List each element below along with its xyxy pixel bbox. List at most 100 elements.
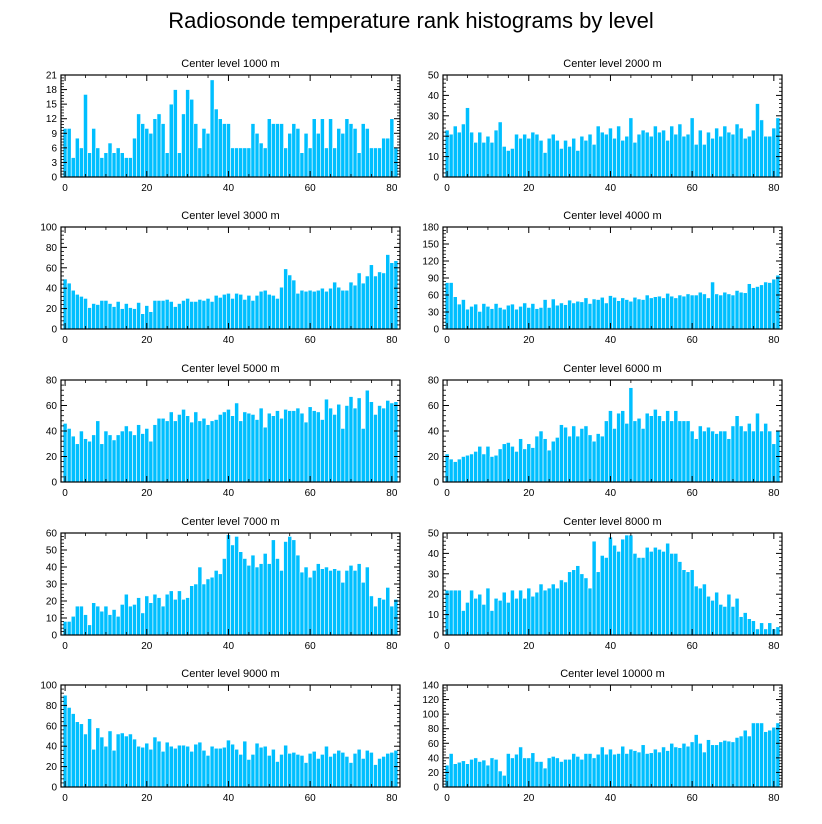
x-tick-label: 0 [444,183,450,194]
bar [653,546,658,636]
bar [360,758,366,788]
bar [734,415,740,483]
bar [209,420,215,483]
bar [344,405,350,483]
bar [352,128,358,178]
bar [522,133,528,178]
bar [644,294,650,330]
bar [571,137,577,178]
bar [587,753,593,788]
bar [226,409,231,483]
bar [608,127,613,178]
bar [595,299,601,330]
x-tick-label: 0 [62,335,68,346]
bar [193,123,199,178]
bar [751,129,756,178]
bar [518,438,523,483]
bar [75,443,80,483]
y-tick-label: 40 [46,742,58,753]
bar [738,425,744,483]
bar [271,539,276,636]
bar [111,306,117,330]
bar [381,756,386,788]
bar [604,420,609,483]
bar [763,135,768,178]
panel-7: Center level 7000 m 0 20 40 60 80 0 10 20 30 40 50 6… [46,516,401,652]
bar [620,139,626,178]
bar [714,744,719,788]
bar [579,301,585,330]
bar [706,297,711,330]
bar [595,125,601,178]
bar [140,313,146,330]
bar [477,131,483,178]
bar [369,147,374,178]
bar [697,587,703,636]
bar [217,573,223,636]
bar [91,434,97,483]
bar [497,448,503,483]
bar [604,753,609,788]
bar [481,453,487,483]
bar [213,295,219,330]
bar [493,129,499,178]
bar [567,299,572,330]
bar [336,128,342,178]
bar [115,147,121,178]
bar [144,428,150,483]
bar [648,135,654,178]
bar [242,740,248,788]
y-tick-label: 40 [46,427,58,438]
bar [697,129,703,178]
bar [751,430,756,483]
panel-2: Center level 2000 m 0 20 40 60 80 0 10 20 30 40 50 [428,58,783,194]
bar [546,587,552,636]
bar [279,417,284,483]
bar [389,262,395,330]
plot-frame [442,684,783,788]
bar [767,135,773,178]
x-tick-label: 20 [141,793,153,804]
bar [534,133,540,178]
bar [385,137,391,178]
bar [648,415,654,483]
bar [771,127,777,178]
bar [546,757,552,788]
bar [148,132,154,178]
bar [685,133,691,178]
bar [209,79,215,178]
bar [295,554,301,636]
bar [563,581,568,636]
bar [307,576,313,636]
bar [124,425,129,483]
x-tick-label: 60 [687,488,699,499]
bar [205,132,211,178]
bar [279,570,284,636]
bar [624,753,630,788]
x-tick-label: 40 [223,488,235,499]
bar [336,403,342,483]
bar [506,442,511,483]
bar [514,133,519,178]
bar [303,762,309,788]
bar [275,298,280,330]
bar [452,461,458,483]
bar [291,410,297,483]
bar [706,739,711,788]
bar [669,742,675,788]
bar [132,308,137,330]
bar [591,144,597,178]
bar [83,298,88,330]
bar [315,758,321,788]
bar [262,289,268,330]
bar [759,722,764,788]
bar [262,426,268,483]
bar [201,417,207,483]
bar [258,290,264,330]
x-tick-label: 20 [523,183,535,194]
bar [140,746,146,788]
bar [477,593,483,636]
bar [250,414,256,483]
bar [738,735,744,788]
bar [473,597,479,636]
